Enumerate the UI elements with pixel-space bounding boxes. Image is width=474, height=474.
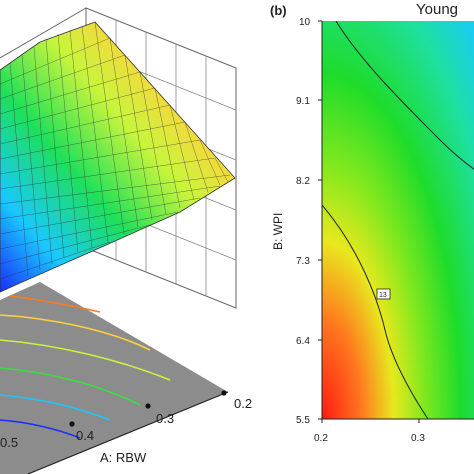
y-tick-label: 10 xyxy=(299,17,311,28)
surface-panel: 0.5 0.4 0.3 0.2 A: RBW xyxy=(0,7,252,474)
surface-x-tick: 0.3 xyxy=(156,411,174,426)
surface-x-axis-label: A: RBW xyxy=(100,450,147,465)
x-tick-label: 0.3 xyxy=(411,433,425,444)
surface-x-tick: 0.2 xyxy=(234,396,252,411)
floor-contours xyxy=(0,295,171,439)
x-tick-label: 0.2 xyxy=(314,433,328,444)
surface-x-tick: 0.4 xyxy=(76,428,94,443)
panel-label: (b) xyxy=(270,3,287,18)
surface-mesh xyxy=(0,21,231,280)
contour-field xyxy=(322,21,474,419)
x-axis-ticks-a xyxy=(69,390,227,427)
y-tick-label: 5.5 xyxy=(296,415,310,426)
contour-title: Young xyxy=(416,1,458,18)
contour-line-upper xyxy=(335,21,474,170)
contour-lines xyxy=(322,21,474,419)
y-tick-label: 6.4 xyxy=(296,336,310,347)
contour-axes xyxy=(318,20,474,423)
contour-label-box xyxy=(376,288,391,300)
contour-line-13 xyxy=(322,204,429,419)
contour-panel: (b) Young 13 10 9.1 8.2 7.3 6.4 5.5 0.2 … xyxy=(270,1,474,444)
floor-plane xyxy=(0,282,228,474)
y-tick-label: 8.2 xyxy=(296,176,310,187)
y-tick-label: 7.3 xyxy=(296,256,310,267)
contour-label: 13 xyxy=(379,292,387,299)
y-axis-label: B: WPI xyxy=(271,213,285,250)
surface-x-tick: 0.5 xyxy=(0,435,18,450)
y-tick-label: 9.1 xyxy=(296,96,310,107)
